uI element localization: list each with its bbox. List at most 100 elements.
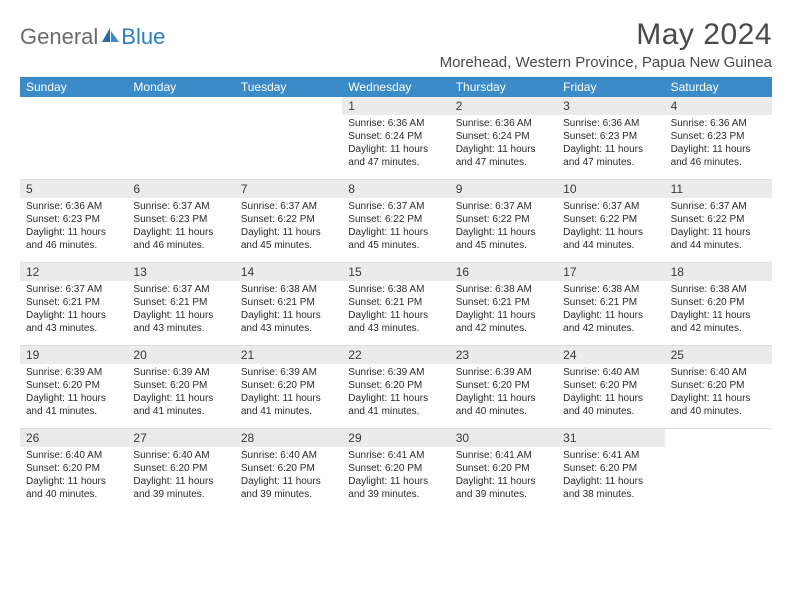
day-number: 10 — [557, 180, 664, 198]
day-details: Sunrise: 6:40 AMSunset: 6:20 PMDaylight:… — [235, 447, 342, 505]
day-cell: 5Sunrise: 6:36 AMSunset: 6:23 PMDaylight… — [20, 180, 127, 262]
day-number: 19 — [20, 346, 127, 364]
week-row: 26Sunrise: 6:40 AMSunset: 6:20 PMDayligh… — [20, 428, 772, 511]
calendar-page: GeneralBlue May 2024 Morehead, Western P… — [0, 0, 792, 523]
month-title: May 2024 — [440, 18, 772, 52]
day-cell: 18Sunrise: 6:38 AMSunset: 6:20 PMDayligh… — [665, 263, 772, 345]
page-header: GeneralBlue May 2024 Morehead, Western P… — [20, 18, 772, 71]
day-details: Sunrise: 6:36 AMSunset: 6:23 PMDaylight:… — [20, 198, 127, 256]
day-number: 7 — [235, 180, 342, 198]
brand-blue: Blue — [121, 24, 165, 50]
day-number: 20 — [127, 346, 234, 364]
daylight-line: Daylight: 11 hours and 42 minutes. — [456, 309, 551, 335]
day-details: Sunrise: 6:38 AMSunset: 6:21 PMDaylight:… — [235, 281, 342, 339]
day-cell: 15Sunrise: 6:38 AMSunset: 6:21 PMDayligh… — [342, 263, 449, 345]
sunset-line: Sunset: 6:24 PM — [348, 130, 443, 143]
sunrise-line: Sunrise: 6:37 AM — [671, 200, 766, 213]
day-details: Sunrise: 6:39 AMSunset: 6:20 PMDaylight:… — [127, 364, 234, 422]
weekday-header: Thursday — [450, 77, 557, 97]
sunset-line: Sunset: 6:20 PM — [563, 379, 658, 392]
day-number — [127, 97, 234, 115]
day-cell — [235, 97, 342, 179]
sunrise-line: Sunrise: 6:36 AM — [26, 200, 121, 213]
sunset-line: Sunset: 6:21 PM — [456, 296, 551, 309]
day-cell: 13Sunrise: 6:37 AMSunset: 6:21 PMDayligh… — [127, 263, 234, 345]
sunrise-line: Sunrise: 6:36 AM — [456, 117, 551, 130]
sunset-line: Sunset: 6:23 PM — [671, 130, 766, 143]
day-number: 8 — [342, 180, 449, 198]
day-cell: 3Sunrise: 6:36 AMSunset: 6:23 PMDaylight… — [557, 97, 664, 179]
sunset-line: Sunset: 6:22 PM — [456, 213, 551, 226]
day-details: Sunrise: 6:37 AMSunset: 6:22 PMDaylight:… — [557, 198, 664, 256]
sunset-line: Sunset: 6:20 PM — [671, 296, 766, 309]
sunrise-line: Sunrise: 6:39 AM — [241, 366, 336, 379]
daylight-line: Daylight: 11 hours and 38 minutes. — [563, 475, 658, 501]
day-cell — [127, 97, 234, 179]
day-number — [20, 97, 127, 115]
day-cell — [20, 97, 127, 179]
sunrise-line: Sunrise: 6:37 AM — [26, 283, 121, 296]
day-details: Sunrise: 6:40 AMSunset: 6:20 PMDaylight:… — [557, 364, 664, 422]
daylight-line: Daylight: 11 hours and 41 minutes. — [26, 392, 121, 418]
sunrise-line: Sunrise: 6:41 AM — [563, 449, 658, 462]
sunset-line: Sunset: 6:21 PM — [26, 296, 121, 309]
day-number: 30 — [450, 429, 557, 447]
day-details: Sunrise: 6:37 AMSunset: 6:21 PMDaylight:… — [20, 281, 127, 339]
sunset-line: Sunset: 6:22 PM — [348, 213, 443, 226]
sunrise-line: Sunrise: 6:37 AM — [563, 200, 658, 213]
sunrise-line: Sunrise: 6:37 AM — [133, 200, 228, 213]
day-details: Sunrise: 6:36 AMSunset: 6:24 PMDaylight:… — [342, 115, 449, 173]
day-cell: 4Sunrise: 6:36 AMSunset: 6:23 PMDaylight… — [665, 97, 772, 179]
sunset-line: Sunset: 6:20 PM — [456, 462, 551, 475]
day-details: Sunrise: 6:39 AMSunset: 6:20 PMDaylight:… — [235, 364, 342, 422]
day-number: 11 — [665, 180, 772, 198]
day-number: 23 — [450, 346, 557, 364]
title-block: May 2024 Morehead, Western Province, Pap… — [440, 18, 772, 71]
sunset-line: Sunset: 6:21 PM — [133, 296, 228, 309]
day-cell: 19Sunrise: 6:39 AMSunset: 6:20 PMDayligh… — [20, 346, 127, 428]
day-details: Sunrise: 6:36 AMSunset: 6:23 PMDaylight:… — [557, 115, 664, 173]
day-number: 12 — [20, 263, 127, 281]
day-details: Sunrise: 6:37 AMSunset: 6:21 PMDaylight:… — [127, 281, 234, 339]
sunrise-line: Sunrise: 6:39 AM — [456, 366, 551, 379]
day-number: 17 — [557, 263, 664, 281]
daylight-line: Daylight: 11 hours and 42 minutes. — [563, 309, 658, 335]
sunrise-line: Sunrise: 6:41 AM — [456, 449, 551, 462]
sunrise-line: Sunrise: 6:40 AM — [241, 449, 336, 462]
daylight-line: Daylight: 11 hours and 45 minutes. — [348, 226, 443, 252]
sunset-line: Sunset: 6:20 PM — [26, 462, 121, 475]
daylight-line: Daylight: 11 hours and 46 minutes. — [133, 226, 228, 252]
week-row: 12Sunrise: 6:37 AMSunset: 6:21 PMDayligh… — [20, 262, 772, 345]
day-number: 14 — [235, 263, 342, 281]
sunrise-line: Sunrise: 6:40 AM — [133, 449, 228, 462]
day-number: 16 — [450, 263, 557, 281]
sunrise-line: Sunrise: 6:36 AM — [671, 117, 766, 130]
daylight-line: Daylight: 11 hours and 45 minutes. — [456, 226, 551, 252]
day-cell: 2Sunrise: 6:36 AMSunset: 6:24 PMDaylight… — [450, 97, 557, 179]
week-row: 19Sunrise: 6:39 AMSunset: 6:20 PMDayligh… — [20, 345, 772, 428]
day-cell: 24Sunrise: 6:40 AMSunset: 6:20 PMDayligh… — [557, 346, 664, 428]
day-details — [127, 115, 234, 121]
daylight-line: Daylight: 11 hours and 40 minutes. — [671, 392, 766, 418]
day-cell: 26Sunrise: 6:40 AMSunset: 6:20 PMDayligh… — [20, 429, 127, 511]
day-details — [665, 447, 772, 453]
day-cell: 27Sunrise: 6:40 AMSunset: 6:20 PMDayligh… — [127, 429, 234, 511]
day-details: Sunrise: 6:40 AMSunset: 6:20 PMDaylight:… — [665, 364, 772, 422]
day-details: Sunrise: 6:37 AMSunset: 6:23 PMDaylight:… — [127, 198, 234, 256]
day-cell: 10Sunrise: 6:37 AMSunset: 6:22 PMDayligh… — [557, 180, 664, 262]
sunset-line: Sunset: 6:20 PM — [563, 462, 658, 475]
daylight-line: Daylight: 11 hours and 47 minutes. — [456, 143, 551, 169]
sunset-line: Sunset: 6:22 PM — [241, 213, 336, 226]
week-row: 1Sunrise: 6:36 AMSunset: 6:24 PMDaylight… — [20, 97, 772, 179]
day-cell: 28Sunrise: 6:40 AMSunset: 6:20 PMDayligh… — [235, 429, 342, 511]
day-number: 27 — [127, 429, 234, 447]
day-details: Sunrise: 6:40 AMSunset: 6:20 PMDaylight:… — [20, 447, 127, 505]
sunset-line: Sunset: 6:20 PM — [241, 379, 336, 392]
sunrise-line: Sunrise: 6:38 AM — [348, 283, 443, 296]
sunrise-line: Sunrise: 6:39 AM — [348, 366, 443, 379]
weekday-header: Sunday — [20, 77, 127, 97]
daylight-line: Daylight: 11 hours and 40 minutes. — [456, 392, 551, 418]
calendar-grid: SundayMondayTuesdayWednesdayThursdayFrid… — [20, 77, 772, 511]
sunrise-line: Sunrise: 6:38 AM — [241, 283, 336, 296]
day-number: 21 — [235, 346, 342, 364]
